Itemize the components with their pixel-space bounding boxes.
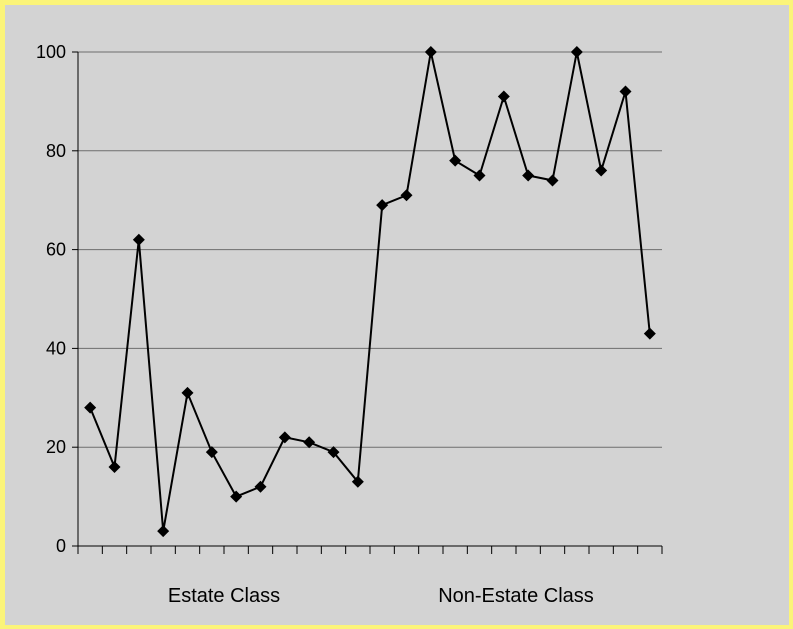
y-tick-label: 60 bbox=[46, 240, 66, 260]
x-group-labels: Estate Class Non-Estate Class bbox=[168, 585, 594, 607]
data-point-marker bbox=[157, 525, 170, 538]
series-group bbox=[89, 51, 651, 532]
data-point-marker bbox=[400, 189, 413, 202]
data-point-marker bbox=[449, 154, 462, 167]
data-point-marker bbox=[595, 164, 608, 177]
x-axis-ticks bbox=[77, 546, 663, 554]
data-point-marker bbox=[643, 327, 656, 340]
y-axis-ticks: 0 20 40 60 80 100 bbox=[36, 42, 78, 556]
series-line bbox=[89, 51, 651, 532]
markers-group bbox=[84, 46, 656, 538]
y-tick-label: 0 bbox=[56, 536, 66, 556]
axes bbox=[77, 52, 662, 547]
chart-area: 0 20 40 60 80 100 Estate Class Non-Estate Clas… bbox=[5, 5, 789, 625]
data-point-marker bbox=[278, 431, 291, 444]
data-point-marker bbox=[254, 480, 267, 493]
x-group-label: Estate Class bbox=[168, 585, 280, 607]
data-point-marker bbox=[497, 90, 510, 103]
y-tick-label: 100 bbox=[36, 42, 66, 62]
data-point-marker bbox=[108, 460, 121, 473]
gridlines bbox=[78, 51, 662, 448]
data-point-marker bbox=[570, 46, 583, 58]
data-point-marker bbox=[205, 446, 218, 459]
data-point-marker bbox=[84, 401, 97, 414]
data-point-marker bbox=[132, 233, 145, 246]
y-tick-label: 80 bbox=[46, 141, 66, 161]
y-tick-label: 20 bbox=[46, 437, 66, 457]
line-chart: 0 20 40 60 80 100 Estate Class Non-Estate Clas… bbox=[36, 42, 663, 607]
data-point-marker bbox=[230, 490, 243, 503]
x-group-label: Non-Estate Class bbox=[438, 585, 594, 607]
data-point-marker bbox=[522, 169, 535, 182]
data-point-marker bbox=[327, 446, 340, 459]
data-point-marker bbox=[473, 169, 486, 182]
data-point-marker bbox=[181, 386, 194, 399]
data-point-marker bbox=[303, 436, 316, 449]
y-tick-label: 40 bbox=[46, 338, 66, 358]
data-point-marker bbox=[351, 475, 364, 488]
data-point-marker bbox=[619, 85, 632, 98]
data-point-marker bbox=[376, 199, 389, 212]
data-point-marker bbox=[546, 174, 559, 187]
data-point-marker bbox=[424, 46, 437, 58]
